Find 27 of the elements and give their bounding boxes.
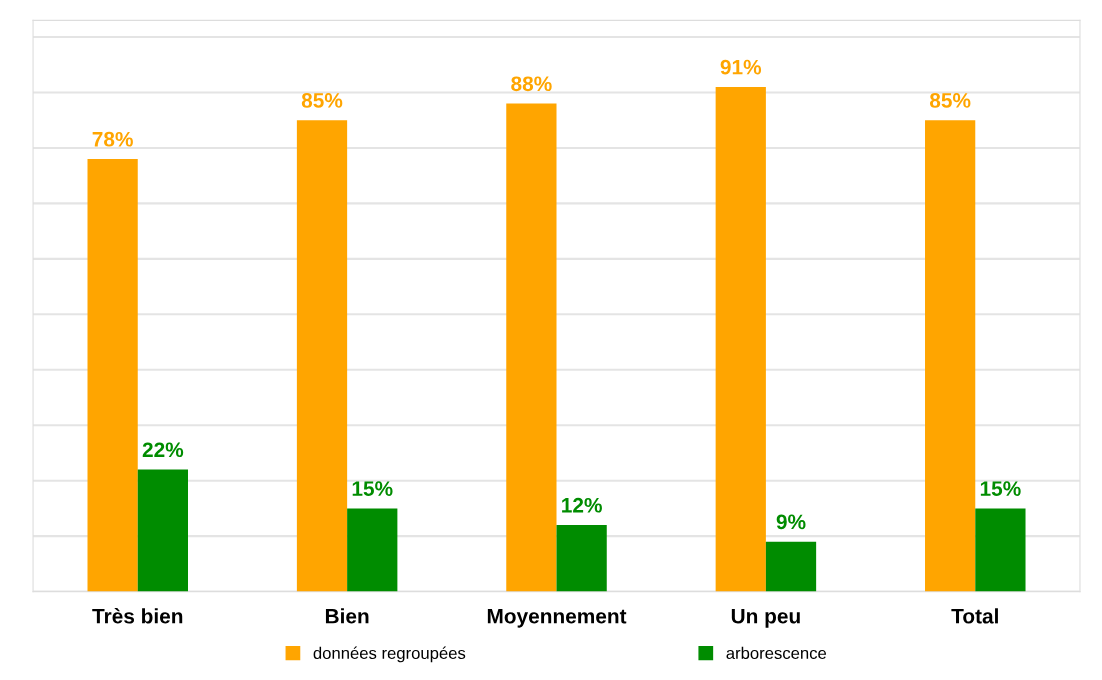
data-label: 15%: [352, 481, 393, 496]
x-tick-label: Moyennement: [487, 609, 627, 628]
data-label: 9%: [776, 514, 806, 530]
bar: [765, 541, 817, 592]
data-label: 85%: [301, 93, 343, 108]
data-label: 22%: [142, 442, 184, 458]
bar: [137, 469, 188, 592]
bar: [925, 120, 976, 592]
data-label: 78%: [92, 131, 133, 147]
legend-label: données regroupées: [313, 646, 466, 663]
bar: [556, 525, 607, 592]
bar: [715, 86, 766, 592]
data-label: 88%: [511, 76, 552, 92]
x-tick-label: Très bien: [92, 608, 183, 624]
data-label: 85%: [929, 93, 971, 108]
bar: [87, 159, 138, 592]
bar: [975, 508, 1026, 592]
x-tick-label: Un peu: [731, 609, 800, 628]
data-label: 12%: [562, 497, 602, 513]
x-tick-label: Bien: [325, 608, 369, 624]
data-label: 15%: [980, 481, 1021, 496]
bar: [296, 120, 348, 592]
bar: [347, 508, 398, 592]
x-tick-label: Total: [951, 608, 998, 624]
legend-label: arborescence: [726, 646, 827, 660]
data-label: 91%: [720, 59, 762, 75]
bar: [506, 103, 557, 592]
